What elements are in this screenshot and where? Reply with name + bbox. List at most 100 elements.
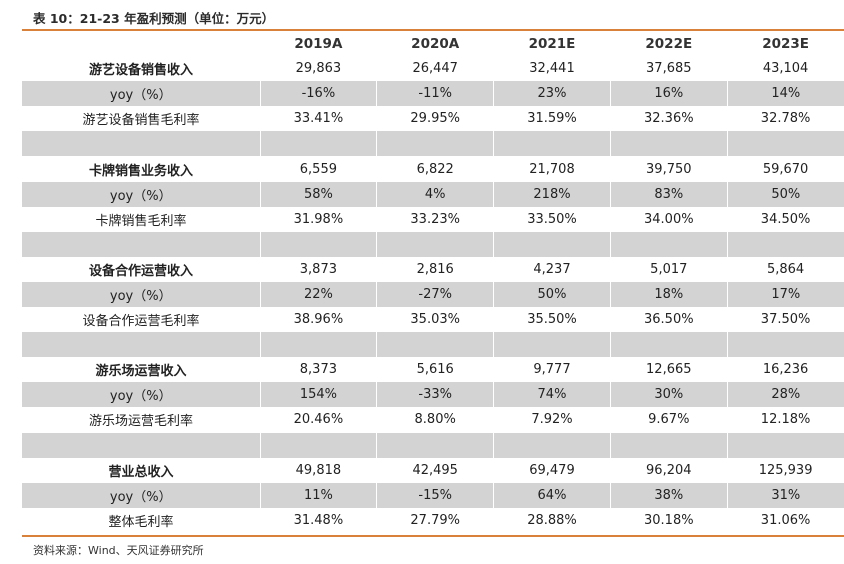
value-cell: 38.96% (293, 312, 344, 328)
value-cell: 33.23% (410, 211, 460, 227)
value-cell: 33.50% (527, 211, 577, 227)
value-cell (376, 332, 494, 358)
row-label: 整体毛利率 (108, 514, 174, 530)
table-row (22, 332, 844, 358)
value-cell: 5,616 (416, 362, 454, 378)
row-label: 游乐场运营毛利率 (88, 414, 193, 430)
value-cell: -11% (376, 81, 494, 107)
value-cell: 11% (259, 482, 377, 508)
header-cell: 2023E (762, 35, 809, 52)
table-row: 游乐场运营收入 8,373 5,616 9,777 12,665 16,236 (22, 357, 844, 382)
value-cell: 12,665 (646, 362, 692, 378)
value-cell: -33% (376, 382, 494, 408)
value-cell: 59,670 (762, 161, 809, 177)
value-cell: 74% (493, 382, 611, 408)
value-cell (259, 131, 377, 157)
value-cell: 4,237 (533, 261, 571, 277)
header-cell: 2019A (294, 35, 343, 52)
value-cell: 218% (493, 181, 611, 207)
header-row: 2019A 2020A 2021E 2022E 2023E (22, 31, 844, 56)
value-cell: 37.50% (760, 312, 811, 328)
table-row: 游艺设备销售毛利率 33.41% 29.95% 31.59% 32.36% 32.78% (22, 106, 844, 131)
forecast-table: 2019A 2020A 2021E 2022E 2023E 游艺设备销售收入 29… (22, 31, 844, 533)
table-row: 设备合作运营收入 3,873 2,816 4,237 5,017 5,864 (22, 257, 844, 282)
value-cell: 35.50% (527, 312, 577, 328)
value-cell: 8,373 (299, 362, 337, 378)
table-row: yoy（%） -16% -11% 23% 16% 14% (22, 81, 844, 107)
value-cell: 42,495 (412, 462, 458, 478)
row-label: 游艺设备销售收入 (88, 63, 193, 79)
header-cell: 2021E (528, 35, 576, 52)
value-cell: 30.18% (644, 512, 694, 528)
value-cell: 69,479 (529, 462, 575, 478)
row-label: yoy（%） (22, 382, 260, 408)
table-row: yoy（%） 58% 4% 218% 83% 50% (22, 181, 844, 207)
value-cell: 32.36% (644, 111, 694, 127)
value-cell: 6,822 (416, 161, 454, 177)
row-label: 卡牌销售毛利率 (95, 213, 187, 229)
value-cell: 31.98% (293, 211, 344, 227)
value-cell: 33.41% (293, 111, 344, 127)
table-row: yoy（%） 11% -15% 64% 38% 31% (22, 482, 844, 508)
value-cell: 31.48% (293, 512, 344, 528)
value-cell (376, 432, 494, 458)
value-cell: 5,864 (766, 261, 805, 277)
value-cell: -16% (259, 81, 377, 107)
value-cell: 9.67% (648, 412, 690, 428)
value-cell: 26,447 (412, 61, 458, 77)
value-cell: 34.50% (760, 211, 811, 227)
value-cell: 96,204 (646, 462, 692, 478)
value-cell: 9,777 (533, 362, 571, 378)
value-cell: 36.50% (644, 312, 694, 328)
value-cell: 16% (609, 81, 728, 107)
table-row: 游艺设备销售收入 29,863 26,447 32,441 37,685 43,104 (22, 56, 844, 81)
value-cell: 12.18% (760, 412, 811, 428)
row-label: 营业总收入 (108, 464, 174, 480)
row-label: yoy（%） (22, 181, 260, 207)
value-cell (493, 231, 611, 257)
table-row: yoy（%） 154% -33% 74% 30% 28% (22, 382, 844, 408)
value-cell: 154% (259, 382, 377, 408)
row-label (22, 432, 260, 458)
value-cell (726, 432, 844, 458)
row-label: yoy（%） (22, 81, 260, 107)
value-cell (493, 432, 611, 458)
value-cell: 31.06% (760, 512, 811, 528)
value-cell (493, 332, 611, 358)
row-label: 游艺设备销售毛利率 (82, 113, 200, 129)
value-cell (609, 131, 728, 157)
row-label: 卡牌销售业务收入 (88, 163, 193, 179)
value-cell: 21,708 (529, 161, 575, 177)
value-cell (376, 131, 494, 157)
value-cell: 18% (609, 281, 728, 308)
value-cell: 6,559 (299, 161, 337, 177)
table-row: 游乐场运营毛利率 20.46% 8.80% 7.92% 9.67% 12.18% (22, 407, 844, 432)
value-cell: 43,104 (762, 61, 809, 77)
value-cell (726, 131, 844, 157)
source-note: 资料来源：Wind、天风证券研究所 (33, 544, 204, 557)
value-cell: 30% (609, 382, 728, 408)
value-cell: 27.79% (410, 512, 460, 528)
value-cell: 4% (376, 181, 494, 207)
header-cell: 2020A (411, 35, 460, 52)
value-cell (259, 432, 377, 458)
table-row (22, 131, 844, 157)
row-label: 设备合作运营收入 (88, 263, 193, 279)
value-cell: 64% (493, 482, 611, 508)
row-label (22, 332, 260, 358)
value-cell: 22% (259, 281, 377, 308)
row-label: 游乐场运营收入 (95, 364, 187, 380)
value-cell (259, 332, 377, 358)
value-cell: 8.80% (414, 412, 456, 428)
value-cell: 125,939 (758, 462, 813, 478)
row-label (22, 131, 260, 157)
table-row: 设备合作运营毛利率 38.96% 35.03% 35.50% 36.50% 37.50% (22, 307, 844, 332)
table-row: 营业总收入 49,818 42,495 69,479 96,204 125,939 (22, 458, 844, 483)
table-title: 表 10：21-23 年盈利预测（单位：万元） (33, 11, 275, 26)
row-label: yoy（%） (22, 281, 260, 308)
value-cell: 31.59% (527, 111, 577, 127)
table-row: yoy（%） 22% -27% 50% 18% 17% (22, 281, 844, 308)
table-row (22, 432, 844, 458)
row-label: yoy（%） (22, 482, 260, 508)
table-body: 2019A 2020A 2021E 2022E 2023E 游艺设备销售收入 29… (22, 31, 844, 533)
